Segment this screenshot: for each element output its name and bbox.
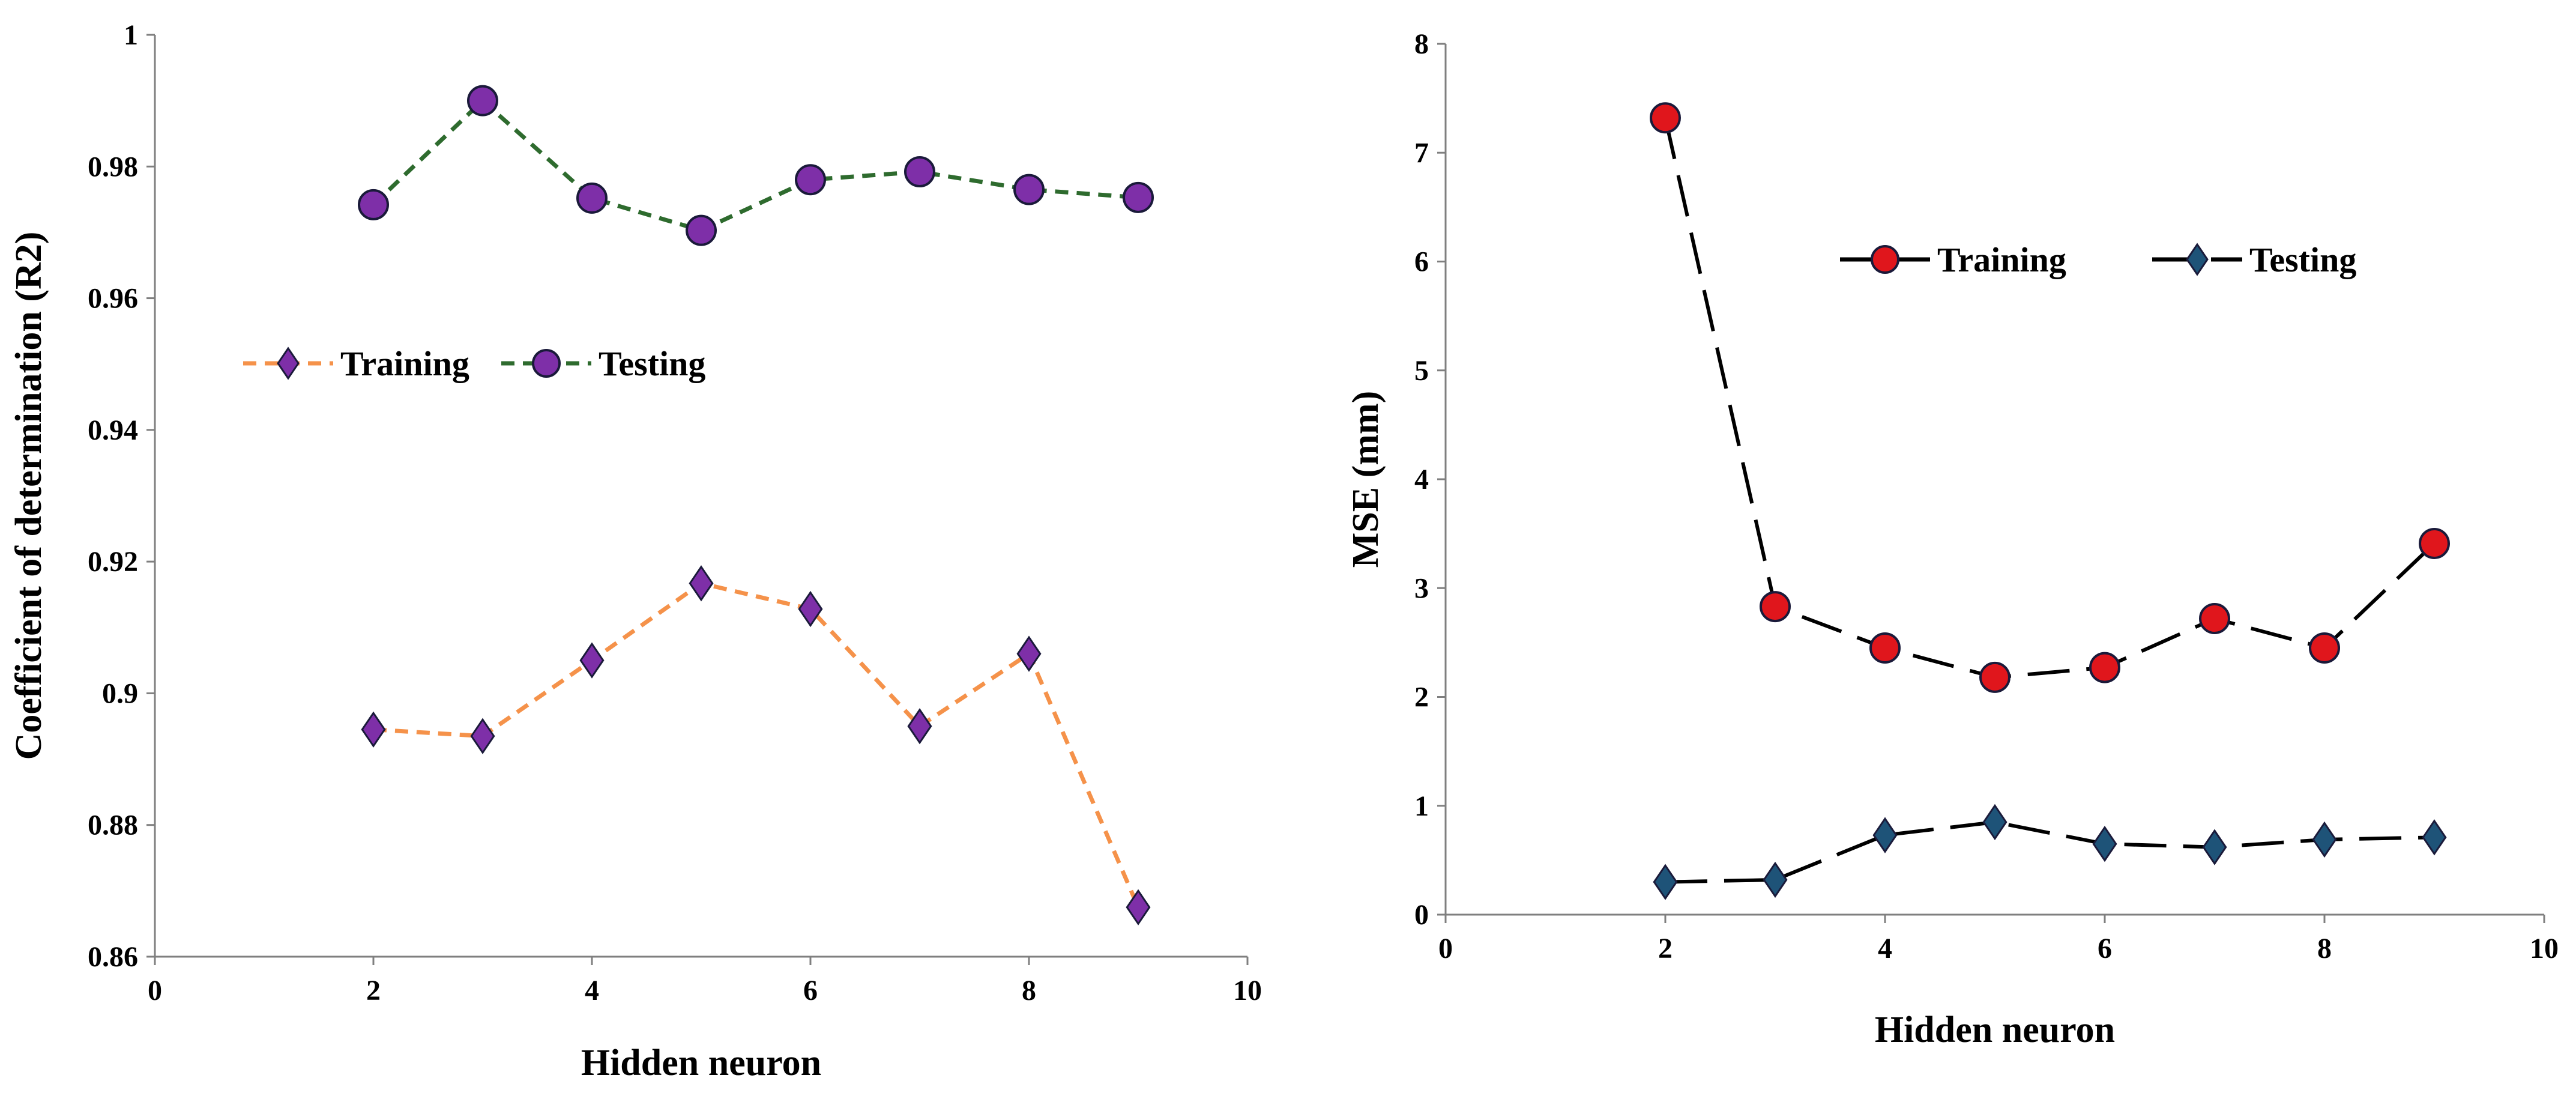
x-tick-label: 8 [1022,975,1036,1007]
legend-testing-marker [532,349,561,378]
training-point [798,590,823,628]
y-axis-label: Coefficient of determination (R2) [8,232,49,760]
x-axis-label: Hidden neuron [1875,1010,2115,1050]
testing-point [576,182,608,214]
training-point [2309,632,2340,664]
y-tick-label: 0.98 [88,151,138,183]
testing-point [2312,821,2337,858]
training-point [361,711,386,748]
y-tick-label: 1 [124,19,138,51]
series-testing [1653,804,2447,900]
x-tick-label: 4 [1878,933,1892,964]
testing-point [1763,861,1788,898]
series-training [1650,102,2450,693]
x-tick-label: 4 [585,975,599,1007]
y-tick-label: 0.88 [88,810,138,841]
y-tick-label: 2 [1414,682,1429,713]
testing-point [1123,181,1154,213]
testing-point [358,189,389,220]
x-tick-label: 0 [1438,933,1453,964]
y-tick-label: 0 [1414,899,1429,931]
testing-point [2092,826,2117,862]
x-tick-label: 8 [2317,933,2332,964]
y-axis-label: MSE (mm) [1345,391,1386,568]
x-axis-label: Hidden neuron [581,1043,821,1083]
training-line [1664,117,2436,679]
legend-training-label: Training [340,344,469,383]
training-point [470,718,495,754]
series-testing [358,85,1154,246]
y-tick-label: 1 [1414,790,1429,822]
training-point [1869,632,1901,664]
y-tick-label: 0.94 [88,414,138,446]
x-tick-label: 6 [2098,933,2112,964]
legend: Training Testing [243,344,705,383]
y-tick-label: 0.92 [88,546,138,578]
testing-point [795,164,826,196]
x-tick-label: 2 [1658,933,1673,964]
y-tick-label: 5 [1414,355,1429,387]
y-tick-label: 8 [1414,28,1429,60]
training-point [2199,603,2230,634]
y-tick-label: 0.86 [88,941,138,973]
legend-training-label: Training [1937,240,2066,279]
legend-training-marker [277,347,300,380]
x-tick-label: 10 [1233,975,1262,1007]
training-point [2419,527,2450,559]
y-tick-label: 0.9 [102,677,138,709]
testing-point [1653,864,1678,900]
testing-point [904,156,935,188]
testing-point [2202,829,2227,865]
mse-chart: 0 1 2 3 4 5 6 7 8 0 2 4 6 8 10 Hidden neuron MSE (mm) Tra… [1345,28,2559,1050]
testing-line [1665,820,2435,884]
training-point [1016,635,1042,672]
training-point [1126,889,1151,925]
x-tick-label: 0 [148,975,162,1007]
legend-testing-label: Testing [599,344,705,383]
testing-point [1013,174,1045,205]
training-point [579,642,605,679]
training-point [2089,652,2120,683]
y-tick-label: 6 [1414,246,1429,278]
training-line [373,581,1141,909]
training-point [1760,591,1791,623]
x-tick-label: 10 [2530,933,2559,964]
y-tick-label: 3 [1414,572,1429,604]
testing-point [2422,819,2447,856]
training-point [1979,661,2010,693]
testing-line [372,97,1139,233]
y-tick-label: 7 [1414,137,1429,169]
testing-point [686,214,717,246]
testing-point [1982,804,2007,841]
y-tick-label: 4 [1414,464,1429,495]
legend-testing-marker [2186,243,2209,276]
x-tick-label: 6 [803,975,818,1007]
testing-point [467,85,498,117]
training-point [907,708,932,745]
legend-training-marker [1871,245,1899,274]
y-tick-label: 0.96 [88,283,138,315]
legend: Training Testing [1840,240,2356,279]
series-training [361,565,1151,925]
training-point [1650,102,1681,134]
x-tick-label: 2 [366,975,381,1007]
training-point [689,565,714,602]
legend-testing-label: Testing [2249,240,2356,279]
testing-point [1872,817,1898,853]
